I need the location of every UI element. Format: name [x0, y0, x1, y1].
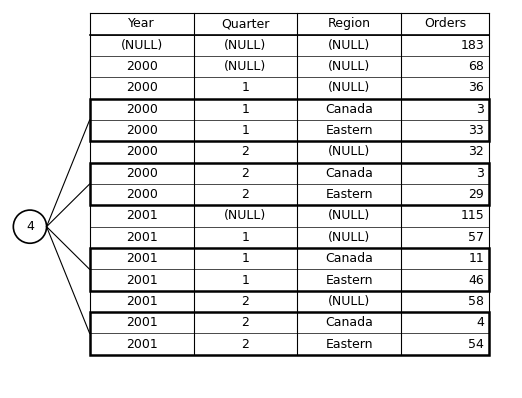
Text: 2: 2: [242, 295, 250, 308]
Text: 2: 2: [242, 338, 250, 351]
Text: 2000: 2000: [126, 124, 158, 137]
Text: (NULL): (NULL): [224, 209, 267, 222]
Text: (NULL): (NULL): [328, 231, 371, 244]
Text: 11: 11: [469, 252, 484, 265]
Text: 1: 1: [242, 231, 250, 244]
Text: (NULL): (NULL): [224, 39, 267, 52]
Text: Year: Year: [128, 18, 155, 30]
Text: 57: 57: [468, 231, 484, 244]
Text: 2000: 2000: [126, 82, 158, 94]
Text: 3: 3: [477, 103, 484, 116]
Text: 46: 46: [469, 273, 484, 287]
Text: 1: 1: [242, 252, 250, 265]
Text: 183: 183: [460, 39, 484, 52]
Text: 58: 58: [468, 295, 484, 308]
Bar: [90, 248, 490, 291]
Text: (NULL): (NULL): [328, 295, 371, 308]
Text: 2001: 2001: [126, 295, 158, 308]
Text: 4: 4: [477, 316, 484, 329]
Text: 1: 1: [242, 124, 250, 137]
Text: 2001: 2001: [126, 316, 158, 329]
Text: Canada: Canada: [325, 316, 373, 329]
Text: 2: 2: [242, 316, 250, 329]
Text: 4: 4: [26, 220, 34, 233]
Text: 2001: 2001: [126, 231, 158, 244]
Text: Eastern: Eastern: [326, 188, 373, 201]
Text: 2000: 2000: [126, 60, 158, 73]
Text: 2001: 2001: [126, 338, 158, 351]
Text: Orders: Orders: [424, 18, 466, 30]
Text: 2: 2: [242, 145, 250, 158]
Text: 29: 29: [469, 188, 484, 201]
Text: 54: 54: [468, 338, 484, 351]
Bar: [90, 163, 490, 205]
Text: Quarter: Quarter: [221, 18, 269, 30]
Text: Canada: Canada: [325, 103, 373, 116]
Bar: [90, 312, 490, 355]
Text: 2: 2: [242, 188, 250, 201]
Text: (NULL): (NULL): [328, 145, 371, 158]
Text: (NULL): (NULL): [121, 39, 163, 52]
Text: Eastern: Eastern: [326, 273, 373, 287]
Text: 2000: 2000: [126, 188, 158, 201]
Text: Canada: Canada: [325, 252, 373, 265]
Text: 68: 68: [468, 60, 484, 73]
Text: Eastern: Eastern: [326, 338, 373, 351]
Text: 3: 3: [477, 167, 484, 180]
Text: 1: 1: [242, 103, 250, 116]
Text: 2000: 2000: [126, 167, 158, 180]
Text: (NULL): (NULL): [328, 209, 371, 222]
Text: 2001: 2001: [126, 209, 158, 222]
Text: Region: Region: [328, 18, 371, 30]
Text: (NULL): (NULL): [328, 82, 371, 94]
Text: (NULL): (NULL): [328, 39, 371, 52]
Bar: [90, 99, 490, 141]
Text: 2: 2: [242, 167, 250, 180]
Text: 1: 1: [242, 273, 250, 287]
Text: 2000: 2000: [126, 145, 158, 158]
Text: 32: 32: [469, 145, 484, 158]
Text: Eastern: Eastern: [326, 124, 373, 137]
Text: 33: 33: [469, 124, 484, 137]
Text: (NULL): (NULL): [328, 60, 371, 73]
Text: Canada: Canada: [325, 167, 373, 180]
Text: 2001: 2001: [126, 273, 158, 287]
Text: 2000: 2000: [126, 103, 158, 116]
Text: (NULL): (NULL): [224, 60, 267, 73]
Text: 115: 115: [460, 209, 484, 222]
Text: 2001: 2001: [126, 252, 158, 265]
Text: 1: 1: [242, 82, 250, 94]
Text: 36: 36: [469, 82, 484, 94]
